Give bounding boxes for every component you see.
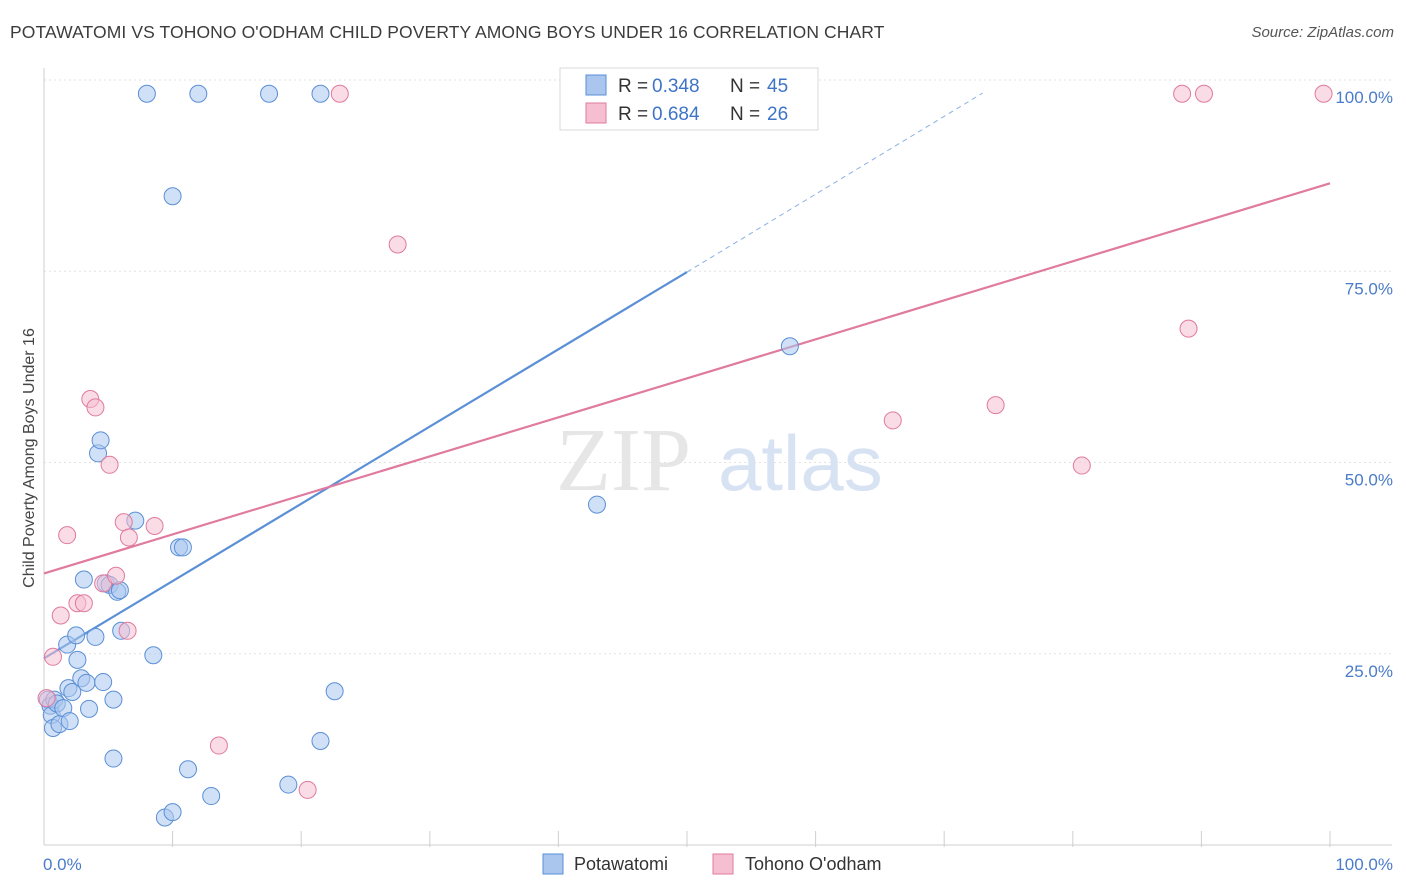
bottom-legend-tohono: Tohono O'odham <box>745 854 882 874</box>
point-s0-4 <box>163 187 182 206</box>
y-tick-label-3: 100.0% <box>1335 88 1393 107</box>
point-s0-17 <box>67 626 86 645</box>
legend-r-label-2: R = <box>618 104 648 125</box>
point-s1-20 <box>74 594 93 613</box>
point-s0-16 <box>63 683 82 701</box>
point-s1-2 <box>1194 84 1213 103</box>
point-s1-22 <box>44 647 63 666</box>
legend-r-label-1: R = <box>618 76 648 97</box>
point-s1-17 <box>107 566 126 585</box>
point-s1-12 <box>114 513 133 532</box>
watermark: ZIP atlas <box>556 411 883 510</box>
legend-n-value-1: 45 <box>767 76 788 97</box>
legend-r-value-1: 0.348 <box>652 76 700 97</box>
point-s1-24 <box>209 736 228 755</box>
bottom-legend-swatch-potawatomi <box>542 853 564 875</box>
y-axis-label: Child Poverty Among Boys Under 16 <box>21 328 38 588</box>
point-s0-45 <box>587 495 606 514</box>
chart-source: Source: ZipAtlas.com <box>1251 24 1394 41</box>
legend-swatch-tohono <box>585 102 607 124</box>
chart-title: POTAWATOMI VS TOHONO O'ODHAM CHILD POVER… <box>10 22 885 42</box>
point-s0-23 <box>86 627 105 646</box>
point-s1-25 <box>298 780 317 799</box>
point-s0-39 <box>202 787 221 806</box>
data-points <box>37 84 1333 827</box>
point-s1-11 <box>100 455 119 474</box>
point-s0-42 <box>279 775 298 794</box>
point-s1-18 <box>51 606 70 625</box>
point-s1-13 <box>145 516 164 535</box>
watermark-zip: ZIP <box>556 411 691 510</box>
point-s1-5 <box>1179 319 1198 338</box>
point-s1-14 <box>119 528 138 547</box>
point-s0-41 <box>163 803 182 822</box>
point-s0-29 <box>104 749 123 768</box>
point-s0-21 <box>77 673 96 692</box>
point-s0-26 <box>94 673 113 692</box>
y-tick-label-0: 25.0% <box>1345 662 1393 681</box>
point-s1-21 <box>118 621 137 640</box>
point-s0-20 <box>74 570 93 589</box>
y-tick-label-1: 50.0% <box>1345 471 1393 490</box>
point-s0-43 <box>311 731 330 750</box>
point-s1-15 <box>58 526 77 545</box>
trend-line-extension-0 <box>686 92 984 273</box>
point-s1-1 <box>1173 84 1192 103</box>
bottom-legend-swatch-tohono <box>712 853 734 875</box>
grid-lines <box>44 79 1392 655</box>
point-s0-46 <box>780 337 799 356</box>
trend-line-1 <box>43 182 1331 575</box>
legend-n-label-1: N = <box>730 76 760 97</box>
point-s1-4 <box>388 235 407 254</box>
point-s1-23 <box>37 689 56 708</box>
legend-n-label-2: N = <box>730 104 760 125</box>
legend-swatch-potawatomi <box>585 74 607 96</box>
point-s0-37 <box>173 538 192 557</box>
watermark-atlas: atlas <box>718 419 883 507</box>
y-tick-label-2: 75.0% <box>1345 279 1393 298</box>
point-s0-22 <box>80 699 99 718</box>
bottom-legend-potawatomi: Potawatomi <box>574 854 668 874</box>
x-tick-label-1: 100.0% <box>1335 855 1393 874</box>
point-s0-35 <box>144 646 163 665</box>
bottom-legend: Potawatomi Tohono O'odham <box>542 853 882 875</box>
point-s0-18 <box>68 650 87 669</box>
tick-labels: 25.0% 50.0% 75.0% 100.0% 0.0% 100.0% <box>43 88 1393 874</box>
point-s1-10 <box>86 398 105 417</box>
legend-n-value-2: 26 <box>767 104 788 125</box>
point-s0-38 <box>179 760 198 779</box>
point-s1-6 <box>986 396 1005 415</box>
legend-r-value-2: 0.684 <box>652 104 700 125</box>
point-s0-15 <box>60 712 79 731</box>
point-s0-2 <box>260 84 279 103</box>
point-s0-0 <box>137 84 156 103</box>
point-s0-44 <box>325 682 344 701</box>
point-s0-30 <box>104 690 123 709</box>
point-s1-0 <box>330 84 349 103</box>
stats-legend: R = 0.348 N = 45 R = 0.684 N = 26 <box>559 67 819 131</box>
point-s1-7 <box>883 411 902 430</box>
point-s1-3 <box>1314 84 1333 103</box>
x-tick-label-0: 0.0% <box>43 855 82 874</box>
trend-lines <box>43 92 1331 660</box>
point-s0-1 <box>189 84 208 103</box>
point-s0-3 <box>311 84 330 103</box>
point-s1-8 <box>1072 456 1091 475</box>
point-s0-25 <box>91 431 110 450</box>
trend-line-0 <box>43 271 688 660</box>
